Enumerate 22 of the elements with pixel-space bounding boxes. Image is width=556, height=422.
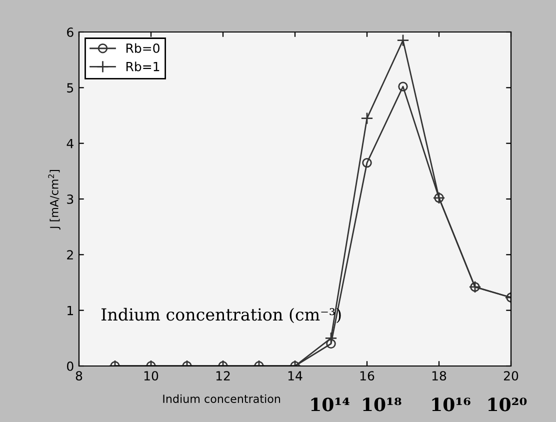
x-tick-label: 16 [360,371,374,381]
legend-label: Rb=0 [126,43,160,53]
x-axis-title: Indium concentration [163,394,280,403]
y-tick-label: 0 [67,361,74,371]
x-tick-label: 14 [288,371,302,380]
text: 10¹⁸ [363,398,402,412]
y-tick-label: 2 [67,250,73,260]
text: 10¹⁴ [311,398,350,412]
y-tick-label: 6 [67,27,74,37]
y-tick-label: 4 [66,138,74,148]
text: 10²⁰ [488,398,527,412]
x-tick-label: 20 [504,371,518,381]
x-tick-label: 10 [144,371,158,381]
x-tick-label: 8 [76,371,82,381]
x-tick-label: 12 [216,371,230,380]
text: 10¹⁶ [432,398,470,412]
legend-label: Rb=1 [126,62,160,72]
x-tick-label: 18 [432,371,446,381]
y-tick-label: 1 [68,306,73,316]
y-axis-title: J [mA/cm$^{2}$] [48,170,60,230]
y-tick-label: 5 [67,83,74,93]
y-tick-label: 3 [67,194,74,204]
